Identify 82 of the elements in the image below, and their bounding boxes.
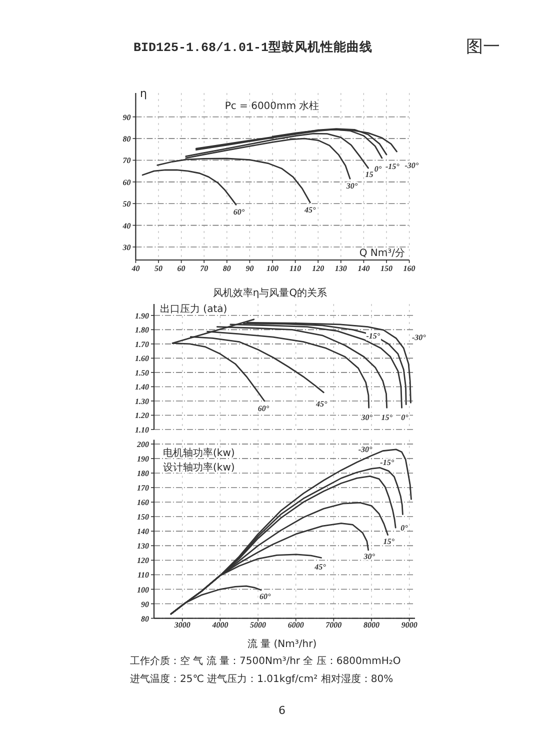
series-label: -15° [380,458,395,467]
y-tick-label: 80 [122,134,131,144]
chart-title: BID125-1.68/1.01-1型鼓风机性能曲线 [133,39,373,55]
y-tick-label: 70 [122,156,131,166]
y-tick-label: 1.70 [135,340,149,349]
annotation: 设计轴功率(kw) [163,462,235,474]
y-tick-label: 1.20 [135,411,149,420]
text: 6 [278,704,286,717]
x-tick-label: 110 [290,264,302,273]
y-tick-label: 50 [122,200,131,209]
y-axis-title: 出口压力 (ata) [160,303,228,315]
series-label: 0° [374,164,382,174]
x-tick-label: 9000 [401,620,418,630]
y-tick-label: 160 [137,498,149,508]
x-tick-label: 3000 [173,620,190,630]
x-tick-label: 50 [154,264,162,273]
y-tick-label: 1.40 [135,382,149,392]
y-tick-label: 1.30 [135,396,149,406]
y-tick-label: 170 [137,484,149,493]
y-tick-label: 40 [122,221,131,230]
series-label: -30° [412,332,427,342]
y-tick-label: 1.50 [135,368,149,378]
x-tick-label: 5000 [250,620,266,630]
x-tick-label: 100 [266,264,278,273]
y-tick-label: 90 [141,600,149,609]
series-label: 45° [314,562,327,572]
text: 图一 [466,37,500,57]
y-tick-label: 110 [137,570,149,580]
series-label: 30° [345,182,358,191]
x-tick-label: 60 [177,264,186,273]
y-axis-title: η [140,87,147,100]
series-label: -30° [404,160,420,170]
series-label: 60° [258,404,270,413]
y-tick-label: 100 [137,585,149,594]
x-tick-label: 7000 [326,620,342,630]
x-axis-title: Q Nm³/分 [359,247,405,259]
series-label: 30° [362,552,376,562]
x-tick-label: 8000 [364,620,380,630]
annotation: Pc = 6000mm 水柱 [224,100,320,112]
y-tick-label: 60 [122,178,131,187]
text: 风机效率η与风量Q的关系 [212,287,328,299]
text: 工作介质：空 气 流 量：7500Nm³/hr 全 压：6800mmH₂O [130,655,401,667]
series-label: 0° [400,524,409,533]
y-tick-label: 120 [137,556,149,566]
y-tick-label: 90 [122,112,131,122]
series-label: 15° [383,536,396,546]
x-tick-label: 4000 [211,620,228,630]
y-tick-label: 180 [137,469,149,478]
y-tick-label: 140 [137,527,149,536]
series-label: 15 [365,170,374,180]
series-label: -30° [358,445,374,454]
series-label: 30° [360,412,374,422]
series-label: 60° [233,208,246,217]
text: 进气温度：25℃ 进气压力：1.01kgf/cm² 相对湿度：80% [130,673,394,685]
x-tick-label: 160 [403,264,416,273]
y-tick-label: 200 [136,440,149,450]
series-label: 60° [259,592,272,601]
x-tick-label: 120 [312,264,324,273]
series-label: 45° [304,206,317,215]
y-tick-label: 1.90 [135,311,149,320]
y-axis-title: 电机轴功率(kw) [163,447,235,459]
x-axis-title: 流 量 (Nm³/hr) [247,638,317,650]
series-label: -15° [366,331,381,340]
y-tick-label: 1.10 [135,426,149,434]
series-label: 0° [401,412,410,422]
series-label: 45° [315,399,328,408]
x-tick-label: 90 [246,264,254,273]
x-tick-label: 140 [358,264,370,273]
y-tick-label: 190 [137,454,149,464]
y-tick-label: 80 [141,614,149,624]
y-tick-label: 1.60 [135,354,149,364]
x-tick-label: 6000 [288,620,304,630]
x-tick-label: 80 [222,264,231,273]
y-tick-label: 30 [122,242,131,252]
x-tick-label: 70 [200,264,208,273]
series-label: 15° [381,412,394,422]
series-label: -15° [386,162,400,171]
x-tick-label: 150 [380,264,392,273]
y-tick-label: 150 [137,512,149,522]
x-tick-label: 130 [334,264,347,273]
y-tick-label: 1.80 [135,326,149,335]
y-tick-label: 130 [137,542,149,551]
